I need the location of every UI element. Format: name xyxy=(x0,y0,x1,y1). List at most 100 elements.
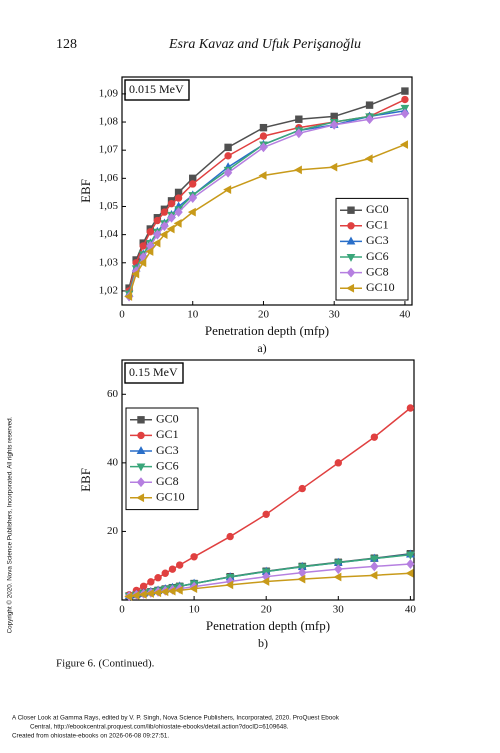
y-tick-label: 60 xyxy=(107,388,119,400)
marker xyxy=(333,572,342,582)
footer-line: Created from ohiostate-ebooks on 2026-06… xyxy=(12,733,169,740)
marker xyxy=(174,194,183,202)
marker xyxy=(145,589,154,598)
x-tick-label: 30 xyxy=(329,309,341,321)
marker xyxy=(406,404,415,412)
marker xyxy=(400,140,408,149)
legend-label: GC3 xyxy=(366,233,389,247)
legend-label: GC3 xyxy=(156,443,179,457)
marker xyxy=(146,228,154,236)
footer-line: A Closer Look at Gamma Rays, edited by V… xyxy=(12,715,340,722)
marker xyxy=(294,128,304,139)
marker xyxy=(189,584,198,594)
marker xyxy=(138,590,147,599)
marker xyxy=(124,292,133,301)
marker xyxy=(259,132,268,140)
legend-marker xyxy=(346,253,356,262)
marker xyxy=(124,592,133,601)
panel-label: b) xyxy=(258,636,268,650)
marker xyxy=(334,564,343,575)
marker xyxy=(401,95,409,104)
legend-label: GC1 xyxy=(366,218,389,232)
marker xyxy=(168,565,177,573)
legend-label: GC0 xyxy=(156,412,179,426)
marker xyxy=(405,568,414,578)
marker xyxy=(333,559,343,568)
marker xyxy=(224,152,232,160)
marker xyxy=(153,229,162,240)
legend-marker xyxy=(136,477,146,488)
marker xyxy=(258,171,267,180)
legend-marker xyxy=(346,267,356,278)
marker xyxy=(293,165,302,175)
marker xyxy=(369,570,378,580)
x-tick-label: 40 xyxy=(399,309,411,321)
x-tick-label: 0 xyxy=(119,604,125,616)
marker xyxy=(174,207,183,218)
marker xyxy=(160,221,169,232)
marker xyxy=(153,588,162,598)
y-tick-label: 1,03 xyxy=(99,256,119,268)
legend-box xyxy=(335,197,409,301)
marker xyxy=(174,586,183,595)
marker xyxy=(370,561,379,572)
y-tick-label: 1,06 xyxy=(99,172,119,184)
marker xyxy=(298,484,306,493)
legend-label: GC10 xyxy=(156,490,185,504)
marker xyxy=(139,242,147,250)
marker xyxy=(153,216,162,225)
marker xyxy=(261,577,270,586)
marker xyxy=(166,224,175,234)
y-tick-label: 1,04 xyxy=(99,228,119,240)
marker xyxy=(400,108,410,119)
plot-frame xyxy=(121,359,415,601)
marker xyxy=(167,199,176,208)
marker xyxy=(259,142,268,153)
x-tick-label: 20 xyxy=(261,604,273,616)
marker xyxy=(159,230,168,239)
marker xyxy=(370,433,379,441)
legend-label: GC10 xyxy=(366,280,395,294)
legend-marker xyxy=(137,416,145,424)
marker xyxy=(145,247,154,256)
y-axis-label: EBF xyxy=(78,179,93,203)
running-head: Esra Kavaz and Ufuk Perişanoğlu xyxy=(168,37,361,52)
page-number: 128 xyxy=(56,37,77,52)
legend-label: GC6 xyxy=(366,249,389,263)
marker xyxy=(175,561,184,569)
side-note: Copyright © 2020. Nova Science Publisher… xyxy=(6,416,14,633)
y-tick-label: 1,08 xyxy=(99,116,119,128)
marker xyxy=(167,212,176,223)
legend-marker xyxy=(347,222,355,230)
marker xyxy=(406,551,415,560)
legend-marker xyxy=(346,283,355,293)
y-tick-label: 40 xyxy=(107,456,119,468)
marker xyxy=(259,123,268,132)
marker xyxy=(154,574,162,582)
x-tick-label: 10 xyxy=(187,309,199,321)
marker xyxy=(365,101,374,109)
marker xyxy=(406,559,415,569)
marker xyxy=(131,591,140,600)
legend-marker xyxy=(136,446,146,455)
annotation: 0.015 MeV xyxy=(129,82,184,96)
footer-line: Central, http://ebookcentral.proquest.co… xyxy=(30,724,289,731)
marker xyxy=(364,154,373,163)
marker xyxy=(224,143,232,152)
legend-marker xyxy=(346,236,356,245)
marker xyxy=(223,185,232,194)
plot-frame xyxy=(121,76,413,306)
legend-label: GC8 xyxy=(366,264,389,278)
legend-label: GC6 xyxy=(156,458,179,472)
marker xyxy=(147,578,155,586)
marker xyxy=(138,258,147,268)
marker xyxy=(189,180,197,188)
marker xyxy=(334,459,342,467)
marker xyxy=(262,510,270,518)
annotation-box xyxy=(124,362,184,384)
annotation: 0.15 MeV xyxy=(129,365,178,379)
marker xyxy=(295,115,303,123)
x-tick-label: 40 xyxy=(405,604,417,616)
marker xyxy=(187,207,196,217)
marker xyxy=(223,167,233,178)
